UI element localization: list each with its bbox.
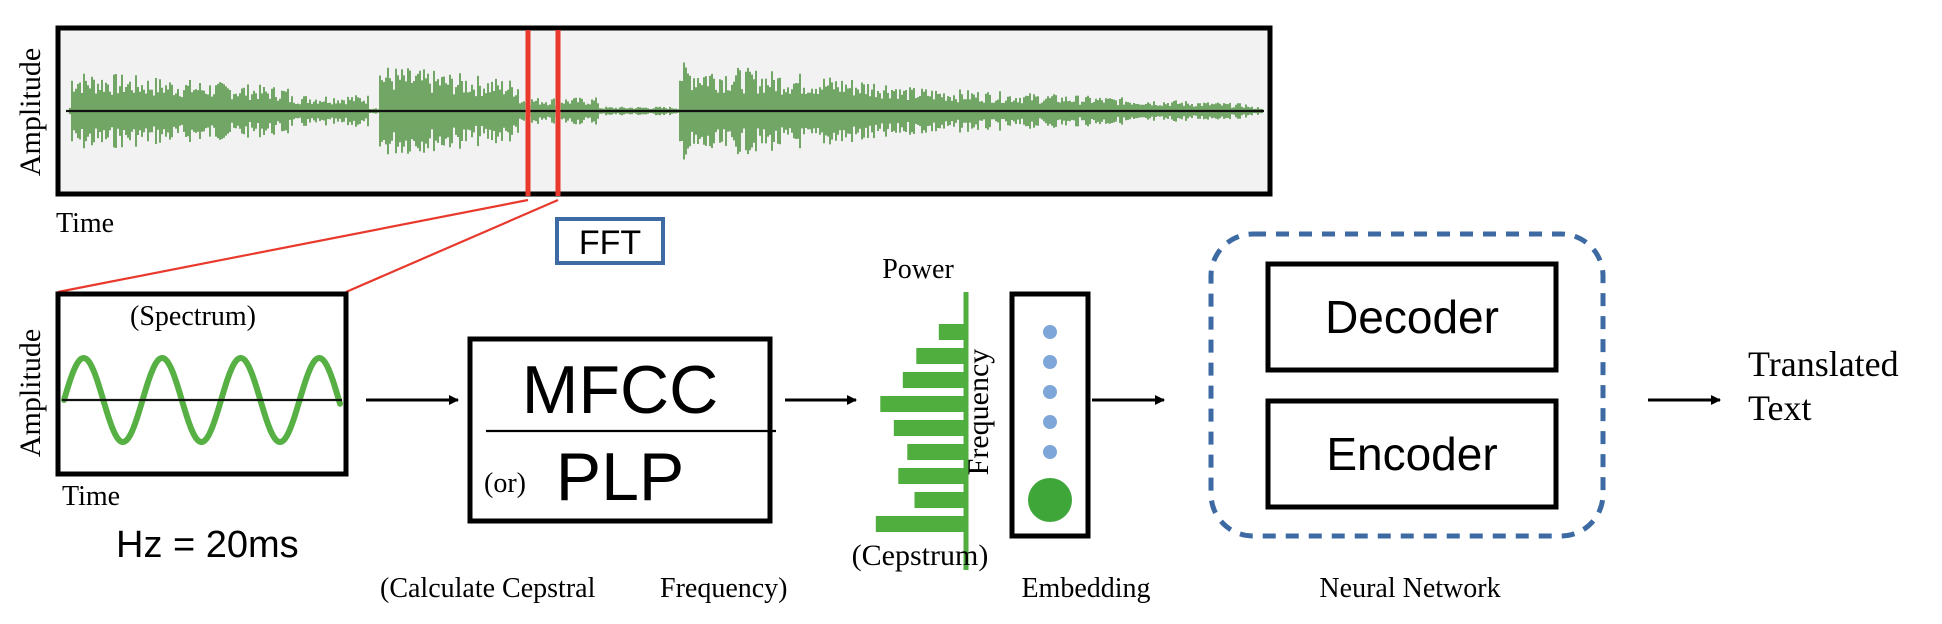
cepstrum-bars — [875, 324, 964, 532]
decoder-block — [1265, 261, 1559, 373]
cepstrum-frequency-label: Frequency — [962, 349, 995, 476]
waveform-y-axis-label: Amplitude — [14, 48, 47, 176]
cepstrum-bar — [875, 516, 964, 532]
embedding-dot — [1043, 415, 1057, 429]
encoder-label: Encoder — [1326, 428, 1497, 480]
zoom-line-right — [345, 198, 559, 294]
embedding-dot-large — [1028, 478, 1072, 522]
neural-network: Decoder Encoder — [1208, 231, 1606, 539]
spectrum-signal — [61, 354, 343, 446]
feature-caption-left: (Calculate Cepstral — [380, 573, 596, 604]
neural-network-boundary — [1208, 231, 1606, 539]
embedding-dot — [1043, 385, 1057, 399]
waveform-panel: Amplitude Time — [14, 25, 1273, 239]
neural-network-caption: Neural Network — [1319, 573, 1500, 604]
embedding-dot — [1043, 355, 1057, 369]
cepstrum-bar — [916, 348, 964, 364]
embedding-vector — [1009, 291, 1091, 539]
fft-box: FFT — [555, 217, 665, 265]
cepstrum-bar — [902, 372, 964, 388]
cepstrum-bar — [914, 492, 964, 508]
mfcc-label: MFCC — [522, 352, 718, 428]
decoder-label: Decoder — [1325, 291, 1499, 343]
feature-extraction-box: MFCC (or) PLP — [467, 336, 776, 524]
spectrum-title: (Spectrum) — [130, 301, 256, 332]
cepstrum-bar — [893, 420, 964, 436]
embedding-dot — [1043, 325, 1057, 339]
spectrum-panel: (Spectrum) Amplitude Time Hz = 20ms — [14, 291, 349, 566]
spectrum-y-axis-label: Amplitude — [14, 329, 47, 457]
waveform-x-axis-label: Time — [56, 208, 114, 239]
embedding-caption: Embedding — [1021, 573, 1150, 604]
cepstrum-bar — [898, 468, 964, 484]
cepstrum-bar — [880, 396, 964, 412]
encoder-block — [1265, 398, 1559, 510]
spectrum-x-axis-label: Time — [62, 481, 120, 512]
embedding-dots — [1043, 325, 1057, 459]
cepstrum-power-label: Power — [882, 254, 954, 285]
cepstrum-plot: Power Frequency (Cepstrum) — [852, 254, 995, 572]
or-label: (or) — [484, 468, 526, 499]
embedding-dot — [1043, 445, 1057, 459]
feature-caption-right: Frequency) — [660, 573, 788, 604]
cepstrum-caption: (Cepstrum) — [852, 539, 989, 572]
plp-label: PLP — [556, 439, 685, 515]
fft-label: FFT — [579, 224, 641, 262]
fft-box-frame — [555, 217, 665, 265]
output-label-line1: Translated — [1748, 344, 1899, 384]
output-label-line2: Text — [1748, 388, 1811, 428]
zoom-line-left — [57, 198, 529, 294]
cepstrum-bar — [907, 444, 964, 460]
frame-window-label: Hz = 20ms — [116, 524, 299, 566]
cepstrum-bar — [938, 324, 964, 340]
